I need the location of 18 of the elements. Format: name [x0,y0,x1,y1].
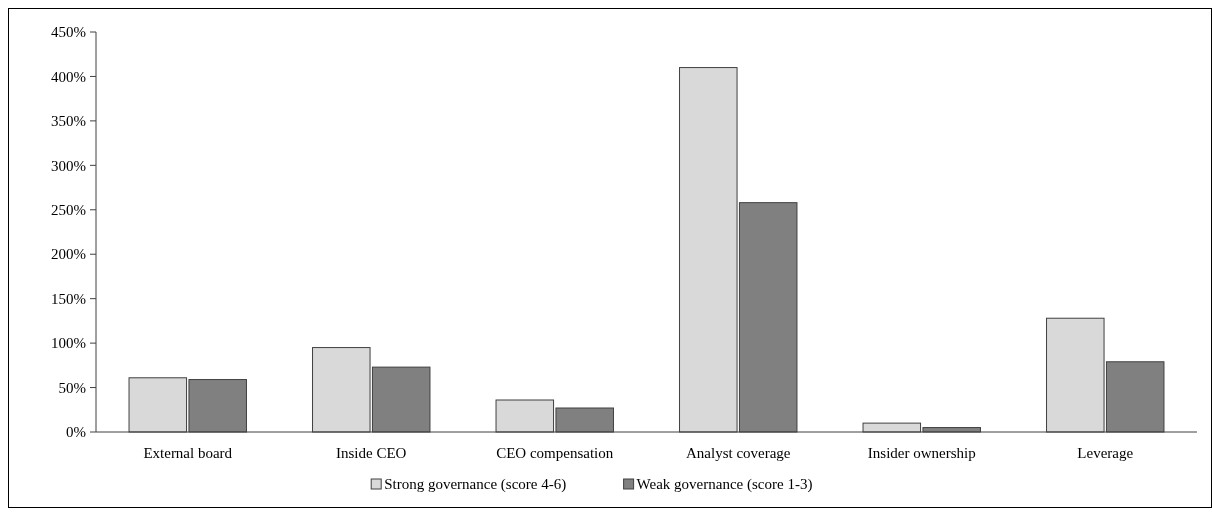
y-tick-label: 50% [58,379,86,396]
y-tick-label: 150% [51,290,86,307]
x-tick-label: Inside CEO [336,445,407,461]
legend-label: Strong governance (score 4-6) [384,476,567,494]
x-tick-label: Insider ownership [867,445,976,461]
y-tick-label: 250% [51,202,86,219]
legend-label: Weak governance (score 1-3) [636,476,813,494]
y-tick-label: 200% [51,246,86,263]
y-tick-label: 0% [66,424,86,441]
y-tick-label: 350% [51,113,86,130]
y-tick-label: 450% [51,24,86,41]
x-tick-label: CEO compensation [496,445,614,461]
x-tick-label: Analyst coverage [685,445,791,461]
y-tick-label: 300% [51,157,86,174]
x-tick-label: External board [143,445,233,461]
y-tick-label: 400% [51,68,86,85]
x-tick-label: Leverage [1077,445,1134,461]
y-tick-label: 100% [51,335,86,352]
